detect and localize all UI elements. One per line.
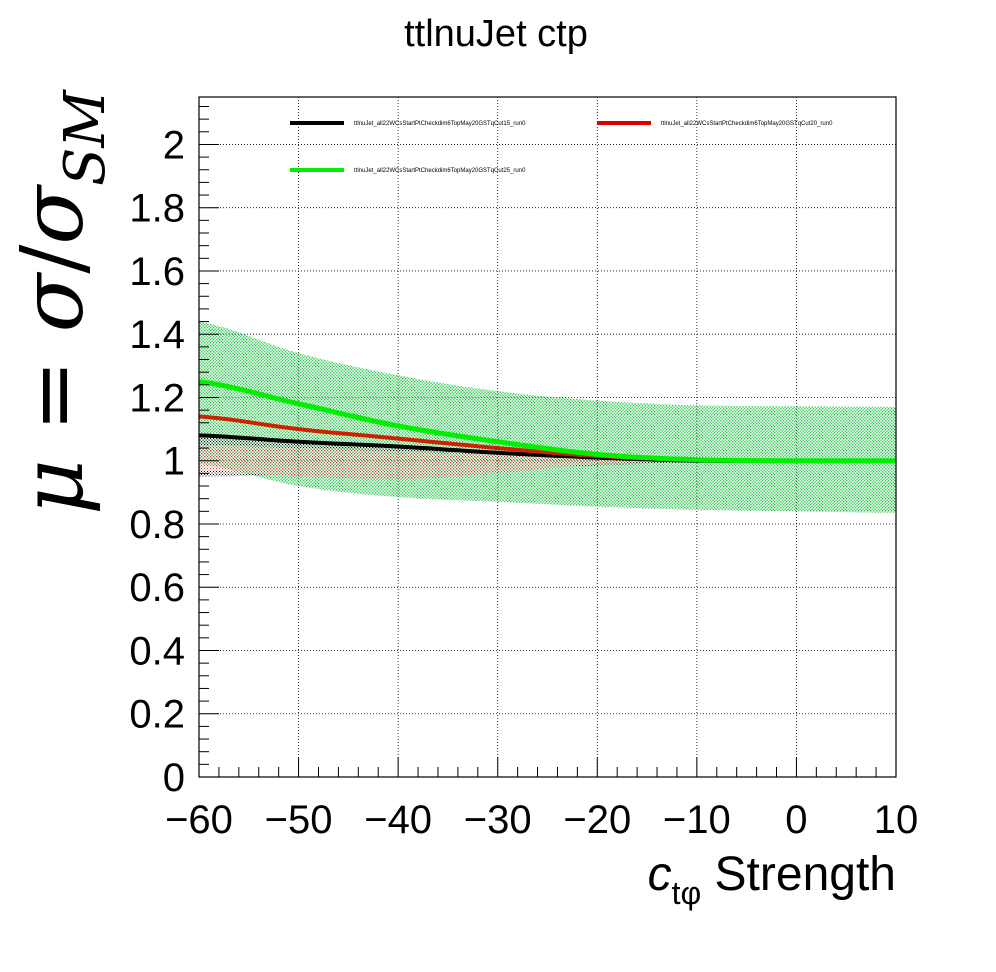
x-tick-label: 10 (874, 798, 919, 842)
y-axis-label-slash: / (3, 245, 103, 274)
chart-title: ttlnuJet ctp (404, 13, 588, 55)
legend-label-series-3: ttlnuJet_all22WCsStartPtCheckdim6TopMay2… (354, 168, 526, 174)
x-axis-label-symbol: c (648, 848, 672, 901)
y-tick-label: 0.2 (129, 693, 185, 737)
y-tick-label: 1.4 (129, 313, 185, 357)
x-tick-labels: −60 −50 −40 −30 −20 −10 0 10 (165, 798, 918, 842)
y-tick-label: 1.2 (129, 376, 185, 420)
legend: ttlnuJet_all22WCsStartPtCheckdim6TopMay2… (290, 121, 833, 174)
y-axis-label-equals: = (3, 332, 103, 459)
legend-label-series-2: ttlnuJet_all22WCsStartPtCheckdim6TopMay2… (661, 121, 833, 127)
y-tick-label: 0 (163, 756, 185, 800)
uncertainty-band-series-2 (199, 444, 896, 480)
axis-ticks (198, 105, 897, 778)
x-tick-label: −30 (464, 798, 532, 842)
svg-text:μ = σ/σSM: μ = σ/σSM (3, 89, 118, 515)
y-axis-label: μ = σ/σSM (3, 89, 118, 515)
x-tick-label: −60 (165, 798, 233, 842)
plot-frame (198, 96, 897, 778)
y-tick-label: 2 (163, 123, 185, 167)
x-axis-label: ctφ Strength (648, 848, 896, 911)
uncertainty-band-series-3 (199, 321, 896, 513)
y-tick-label: 1.8 (129, 187, 185, 231)
x-tick-label: −20 (563, 798, 631, 842)
uncertainty-bands (199, 321, 896, 513)
x-tick-label: −40 (364, 798, 432, 842)
x-tick-label: 0 (785, 798, 807, 842)
y-tick-label: 1.6 (129, 250, 185, 294)
x-axis-label-subscript: tφ (672, 875, 702, 911)
y-axis-label-sigma: σ (3, 271, 103, 332)
series-lines (198, 379, 896, 464)
y-tick-label: 0.4 (129, 629, 185, 673)
x-tick-label: −10 (663, 798, 731, 842)
x-axis-label-text: Strength (701, 848, 896, 901)
x-tick-label: −50 (265, 798, 333, 842)
y-axis-label-sigma-sm: σ (3, 184, 103, 245)
y-axis-label-subscript: SM (53, 89, 118, 186)
y-tick-label: 0.8 (129, 503, 185, 547)
y-tick-labels: 0 0.2 0.4 0.6 0.8 1 1.2 1.4 1.6 1.8 2 (129, 123, 185, 800)
y-axis-label-mu: μ (3, 459, 103, 515)
y-tick-label: 0.6 (129, 566, 185, 610)
legend-label-series-1: ttlnuJet_all22WCsStartPtCheckdim6TopMay2… (354, 121, 526, 127)
y-tick-label: 1 (163, 440, 185, 484)
series-line-3 (198, 379, 896, 464)
